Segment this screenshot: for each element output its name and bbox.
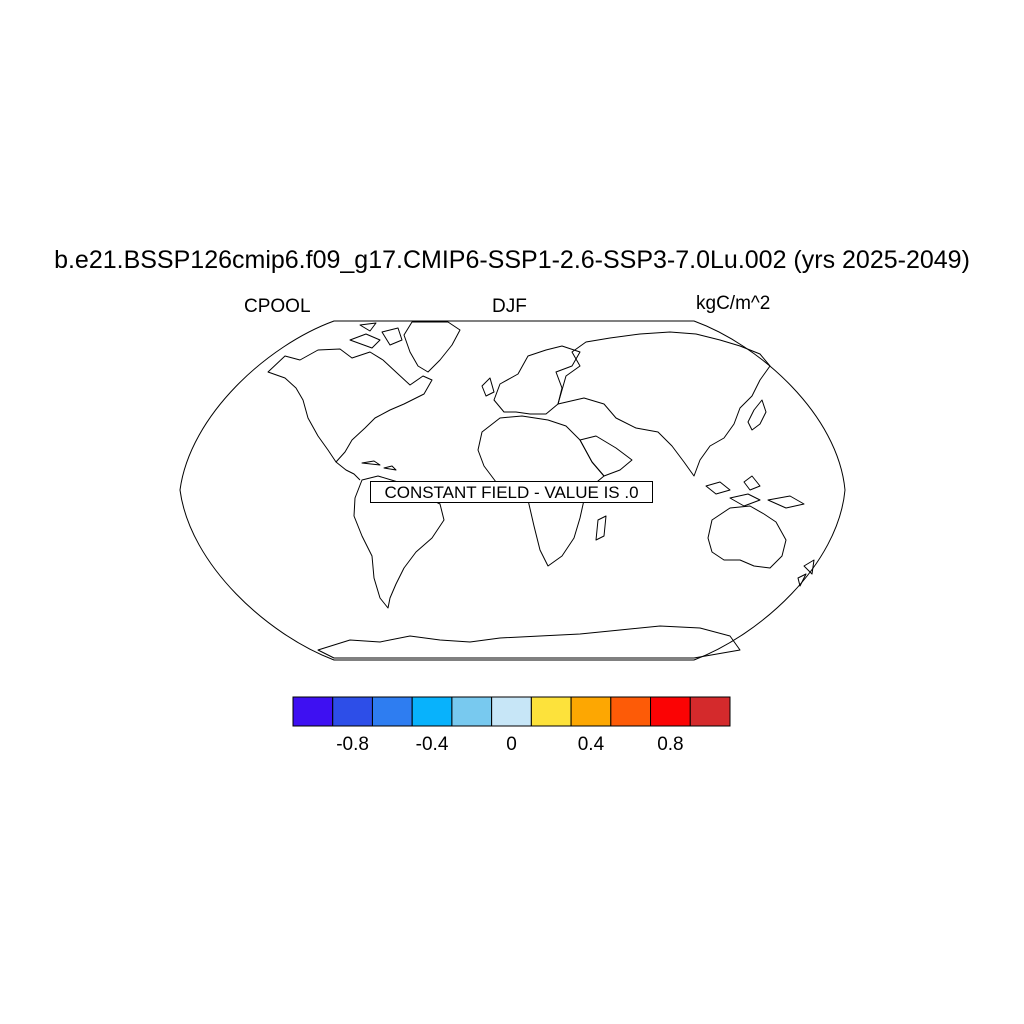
units-label: kgC/m^2 bbox=[696, 293, 771, 314]
colorbar: -0.8 -0.4 0 0.4 0.8 bbox=[292, 696, 731, 755]
coastline-central-america bbox=[335, 461, 361, 481]
coastline-british-isles bbox=[481, 377, 495, 397]
colorbar-box bbox=[371, 696, 413, 727]
colorbar-box bbox=[491, 696, 532, 727]
coastline-antarctica bbox=[317, 625, 741, 659]
coastline-greenland bbox=[403, 321, 461, 373]
plot-title: b.e21.BSSP126cmip6.f09_g17.CMIP6-SSP1-2.… bbox=[54, 246, 970, 274]
map-boundary bbox=[179, 320, 846, 661]
colorbar-tick-label: 0.8 bbox=[657, 734, 683, 755]
coastline-asia bbox=[557, 331, 771, 477]
colorbar-box bbox=[689, 696, 731, 727]
coastline-north-america bbox=[267, 348, 433, 463]
coastline-caribbean bbox=[361, 460, 397, 471]
coastline-arabia bbox=[579, 435, 633, 477]
colorbar-box bbox=[650, 696, 691, 727]
variable-label: CPOOL bbox=[244, 296, 311, 317]
colorbar-box bbox=[451, 696, 493, 727]
colorbar-box bbox=[332, 696, 373, 727]
coastline-europe bbox=[493, 345, 581, 415]
colorbar-box bbox=[570, 696, 612, 727]
coastline-arctic-islands bbox=[349, 322, 403, 349]
colorbar-tick-label: -0.4 bbox=[416, 734, 449, 755]
coastline-japan bbox=[747, 399, 767, 431]
colorbar-box bbox=[530, 696, 572, 727]
coastline-australia bbox=[707, 505, 787, 569]
constant-field-label: CONSTANT FIELD - VALUE IS .0 bbox=[370, 481, 653, 503]
colorbar-tick-label: 0.4 bbox=[578, 734, 605, 755]
season-label: DJF bbox=[492, 296, 527, 317]
colorbar-box bbox=[610, 696, 652, 727]
colorbar-tick-label: 0 bbox=[506, 734, 517, 755]
colorbar-box bbox=[411, 696, 453, 727]
coastline-indonesia bbox=[705, 475, 805, 509]
colorbar-box bbox=[292, 696, 334, 727]
colorbar-tick-label: -0.8 bbox=[336, 734, 369, 755]
coastline-madagascar bbox=[595, 515, 607, 541]
coastline-new-zealand bbox=[797, 559, 815, 587]
